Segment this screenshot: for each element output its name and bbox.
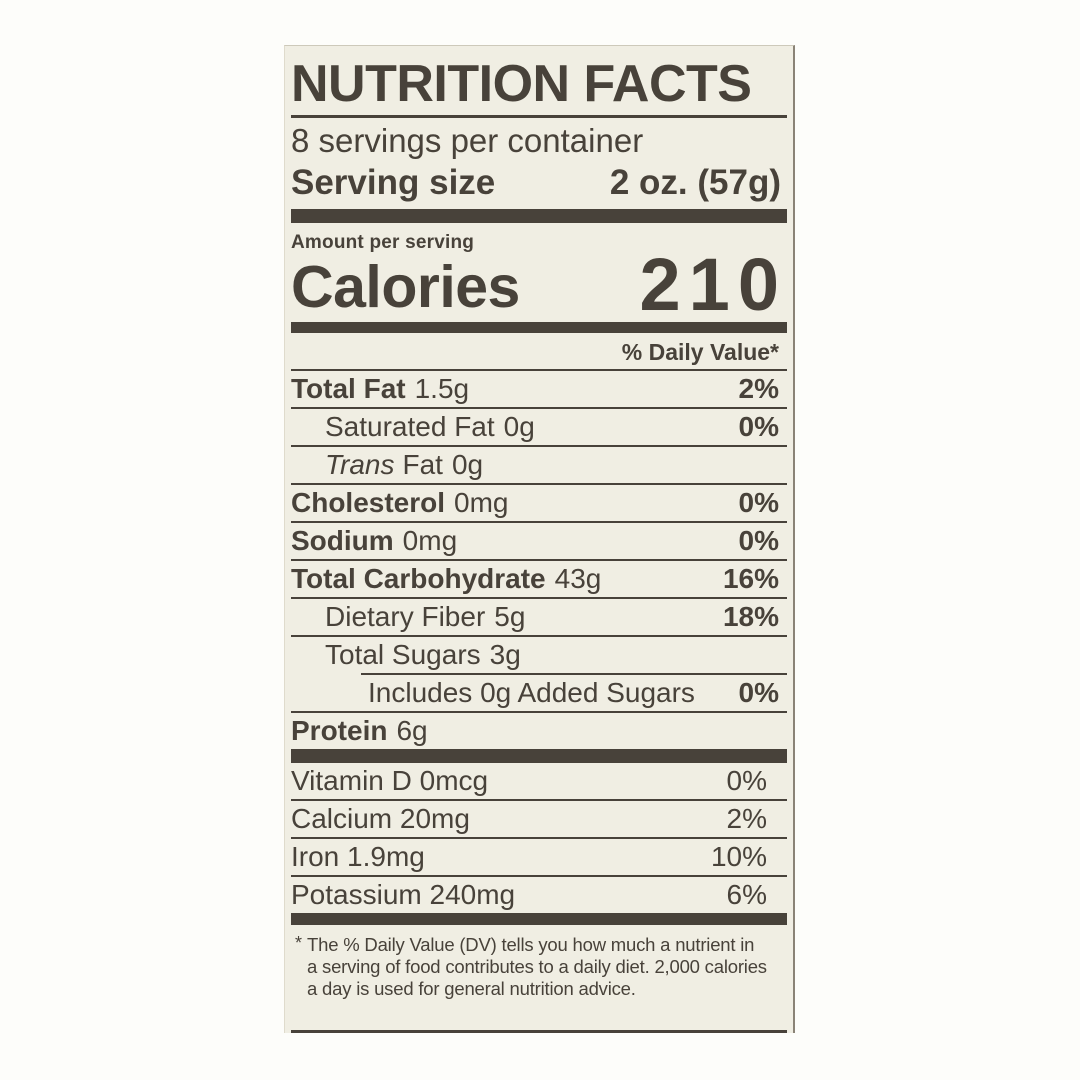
nutrient-name: Total Fat bbox=[291, 373, 406, 404]
nutrient-dv: 0% bbox=[738, 677, 779, 708]
nutrient-amount: 0mg bbox=[402, 525, 458, 556]
vitamin-name: Calcium 20mg bbox=[291, 803, 470, 834]
nutrient-name: Total Carbohydrate bbox=[291, 563, 546, 594]
nutrient-row-dietary-fiber: Dietary Fiber 5g 18% bbox=[291, 599, 787, 637]
vitamin-dv: 10% bbox=[710, 841, 767, 872]
nutrient-name: Includes 0g Added Sugars bbox=[368, 677, 695, 708]
nutrient-row-trans-fat: Trans Fat 0g bbox=[291, 447, 787, 485]
nutrient-row-cholesterol: Cholesterol 0mg 0% bbox=[291, 485, 787, 523]
bottom-rule bbox=[291, 1030, 787, 1033]
serving-size-label: Serving size bbox=[291, 163, 496, 202]
nutrient-row-total-fat: Total Fat 1.5g 2% bbox=[291, 371, 787, 409]
vitamin-dv: 2% bbox=[726, 803, 767, 834]
vitamin-row-potassium: Potassium 240mg 6% bbox=[291, 877, 787, 913]
nutrient-row-added-sugars: Includes 0g Added Sugars 0% bbox=[291, 675, 787, 713]
calories-value: 210 bbox=[639, 243, 787, 326]
servings-per-container: 8 servings per container bbox=[291, 122, 644, 159]
nutrient-name: Saturated Fat bbox=[325, 411, 495, 442]
nutrient-name: Protein bbox=[291, 715, 388, 746]
vitamin-dv: 0% bbox=[726, 765, 767, 796]
nutrient-name: Dietary Fiber bbox=[325, 601, 486, 632]
footnote-line: a serving of food contributes to a daily… bbox=[307, 956, 767, 977]
nutrient-row-sodium: Sodium 0mg 0% bbox=[291, 523, 787, 561]
nutrition-facts-title: NUTRITION FACTS bbox=[291, 55, 752, 113]
nutrient-name-amount: Total Carbohydrate 43g bbox=[291, 564, 601, 594]
nutrient-name-amount: Total Sugars 3g bbox=[291, 640, 521, 670]
nutrient-dv: 18% bbox=[722, 601, 779, 632]
nutrient-dv: 0% bbox=[738, 487, 779, 518]
nutrient-amount: 0mg bbox=[454, 487, 509, 518]
nutrient-name-amount: Dietary Fiber 5g bbox=[291, 602, 525, 632]
thick-bar-vitamins bbox=[291, 749, 787, 763]
nutrient-row-total-sugars: Total Sugars 3g bbox=[291, 637, 787, 673]
nutrient-amount: 3g bbox=[489, 639, 521, 670]
thick-bar-footnote bbox=[291, 913, 787, 925]
nutrient-amount: 1.5g bbox=[414, 373, 470, 404]
nutrient-dv: 0% bbox=[738, 411, 779, 442]
nutrient-name-amount: Protein 6g bbox=[291, 716, 428, 746]
footnote-line: The % Daily Value (DV) tells you how muc… bbox=[307, 934, 755, 955]
nutrient-row-protein: Protein 6g bbox=[291, 713, 787, 749]
nutrient-name-amount: Total Fat 1.5g bbox=[291, 374, 469, 404]
nutrient-amount: 0g bbox=[503, 411, 535, 442]
percent-daily-value-header: % Daily Value* bbox=[291, 333, 787, 371]
title-divider-rule bbox=[291, 115, 787, 118]
nutrition-facts-label: NUTRITION FACTS 8 servings per container… bbox=[284, 45, 795, 1033]
serving-size-row: Serving size 2 oz. (57g) bbox=[291, 161, 787, 204]
nutrient-row-total-carbohydrate: Total Carbohydrate 43g 16% bbox=[291, 561, 787, 599]
nutrient-row-saturated-fat: Saturated Fat 0g 0% bbox=[291, 409, 787, 447]
vitamin-name: Potassium 240mg bbox=[291, 879, 516, 910]
nutrient-amount: 0g bbox=[451, 449, 484, 480]
nutrient-name-amount: Trans Fat 0g bbox=[291, 450, 483, 480]
nutrient-name: Total Sugars bbox=[325, 639, 481, 670]
nutrient-name-amount: Saturated Fat 0g bbox=[291, 412, 535, 442]
nutrient-amount: 43g bbox=[554, 563, 602, 594]
nutrient-name: Fat bbox=[402, 449, 443, 480]
vitamin-row-calcium: Calcium 20mg 2% bbox=[291, 801, 787, 839]
vitamin-name: Iron 1.9mg bbox=[291, 841, 425, 872]
calories-label: Calories bbox=[291, 254, 520, 320]
indented-rule bbox=[361, 673, 787, 675]
nutrient-dv: 2% bbox=[738, 373, 779, 404]
serving-size-value: 2 oz. (57g) bbox=[609, 163, 781, 202]
nutrient-name-amount: Sodium 0mg bbox=[291, 526, 457, 556]
nutrient-name: Sodium bbox=[291, 525, 394, 556]
amount-per-serving-label: Amount per serving bbox=[291, 232, 475, 253]
nutrient-dv: 0% bbox=[738, 525, 779, 556]
footnote-asterisk: * bbox=[295, 933, 302, 953]
vitamin-row-iron: Iron 1.9mg 10% bbox=[291, 839, 787, 877]
thick-bar-daily-value bbox=[291, 322, 787, 333]
nutrient-name-amount: Cholesterol 0mg bbox=[291, 488, 509, 518]
vitamin-name: Vitamin D 0mcg bbox=[291, 765, 489, 796]
vitamin-row-vitamin-d: Vitamin D 0mcg 0% bbox=[291, 763, 787, 801]
vitamin-dv: 6% bbox=[726, 879, 767, 910]
nutrient-name-amount: Includes 0g Added Sugars bbox=[291, 678, 695, 708]
thick-bar-top bbox=[291, 209, 787, 223]
nutrient-amount: 6g bbox=[396, 715, 428, 746]
daily-value-footnote: * The % Daily Value (DV) tells you how m… bbox=[291, 925, 787, 1006]
nutrient-dv: 16% bbox=[722, 563, 779, 594]
nutrient-name: Cholesterol bbox=[291, 487, 446, 518]
footnote-line: a day is used for general nutrition advi… bbox=[307, 978, 636, 999]
calories-row: Calories 210 bbox=[291, 243, 787, 326]
nutrient-amount: 5g bbox=[494, 601, 526, 632]
nutrient-name-italic: Trans bbox=[325, 449, 395, 480]
